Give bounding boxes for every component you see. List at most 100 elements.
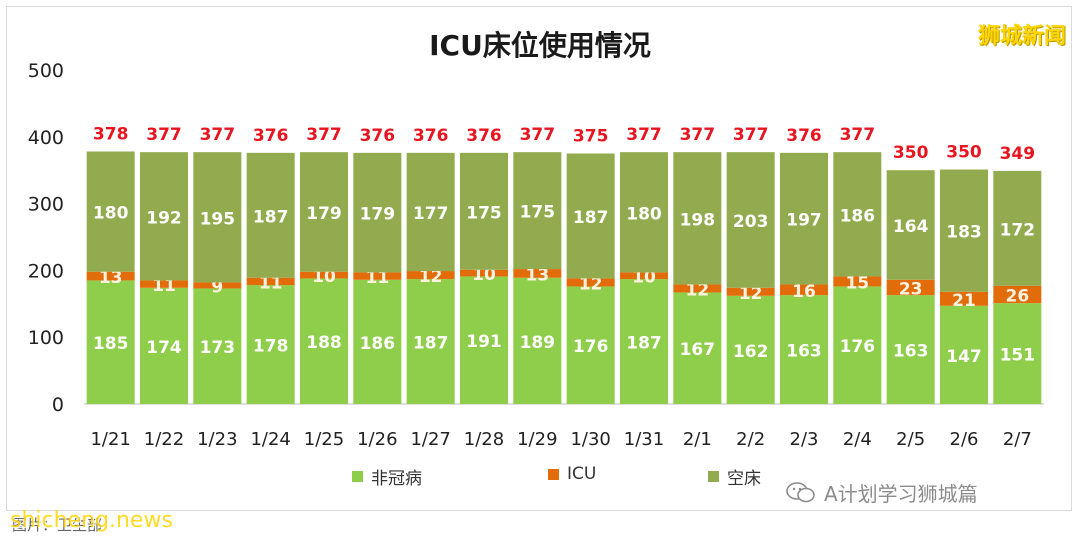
legend-label-icu: ICU	[567, 464, 597, 484]
bar-value-label: 187	[413, 334, 449, 354]
bar-segment	[940, 291, 988, 306]
bar-value-label: 185	[93, 334, 129, 354]
x-tick-label: 1/25	[304, 429, 344, 450]
legend-swatch-empty-bed	[708, 471, 719, 482]
y-tick-label: 400	[28, 127, 64, 149]
bar-segment	[833, 286, 882, 404]
legend-swatch-non-covid	[352, 471, 363, 482]
bar-segment	[673, 292, 722, 404]
bar-value-label: 13	[99, 268, 123, 288]
bar-total-label: 376	[786, 126, 822, 146]
bar-value-label: 176	[840, 337, 876, 357]
bar-segment	[513, 269, 562, 278]
x-tick-label: 2/1	[683, 429, 712, 450]
bar-segment	[833, 276, 882, 287]
bar-segment	[673, 152, 722, 285]
bar-segment	[833, 152, 882, 277]
bar-value-label: 11	[365, 268, 389, 288]
bar-segment	[300, 278, 348, 404]
bar-value-label: 162	[733, 342, 769, 362]
bar-segment	[886, 279, 935, 296]
bar-value-label: 172	[1000, 220, 1036, 240]
y-tick-label: 200	[28, 260, 64, 282]
bar-value-label: 186	[840, 206, 876, 226]
bar-segment	[780, 152, 828, 285]
bar-segment	[193, 152, 242, 283]
bar-total-label: 377	[626, 125, 662, 145]
bar-segment	[246, 152, 295, 278]
bar-value-label: 192	[146, 208, 182, 228]
bar-segment	[406, 271, 455, 280]
x-tick-label: 1/22	[144, 429, 184, 450]
bar-value-label: 179	[306, 204, 342, 224]
x-tick-label: 1/27	[410, 429, 450, 450]
x-tick-label: 1/31	[624, 429, 664, 450]
bar-segment	[993, 170, 1042, 286]
legend-label-non-covid: 非冠病	[371, 469, 422, 489]
site-watermark: shicheng.news	[10, 508, 173, 533]
bar-total-label: 376	[413, 126, 449, 146]
bar-value-label: 176	[573, 337, 609, 357]
bar-value-label: 9	[211, 277, 223, 297]
bar-total-label: 377	[200, 125, 236, 145]
bar-segment	[886, 295, 935, 404]
bar-segment	[460, 152, 508, 270]
bar-segment	[300, 271, 348, 279]
bar-total-label: 377	[520, 125, 556, 145]
y-tick-label: 100	[28, 327, 64, 349]
bar-segment	[566, 286, 615, 404]
bar-segment	[780, 284, 828, 296]
legend-item-icu: ICU	[548, 464, 596, 484]
bar-segment	[620, 272, 668, 280]
bar-total-label: 376	[360, 126, 396, 146]
bar-value-label: 163	[786, 342, 822, 362]
bar-segment	[993, 285, 1042, 304]
bar-total-label: 377	[733, 125, 769, 145]
bar-value-label: 174	[146, 338, 182, 358]
bar-value-label: 187	[626, 334, 662, 354]
source-note: 图片：卫生部	[12, 516, 103, 534]
bar-segment	[513, 152, 562, 270]
bar-value-label: 180	[626, 204, 662, 224]
bar-total-label: 377	[146, 125, 182, 145]
bar-segment	[673, 284, 722, 293]
bar-value-label: 10	[632, 268, 656, 288]
bar-value-label: 151	[1000, 346, 1036, 366]
bar-segment	[193, 288, 242, 404]
bar-value-label: 179	[360, 205, 396, 225]
bar-value-label: 195	[200, 209, 236, 229]
bar-segment	[353, 279, 402, 404]
bar-segment	[140, 280, 188, 288]
bar-segment	[620, 279, 668, 404]
bar-value-label: 12	[739, 284, 763, 304]
bar-segment	[406, 152, 455, 272]
bar-value-label: 12	[579, 274, 603, 294]
bar-total-label: 378	[93, 124, 129, 144]
x-tick-label: 2/5	[896, 429, 925, 450]
bar-segment	[86, 271, 135, 281]
bar-segment	[566, 153, 615, 279]
bar-value-label: 187	[253, 207, 289, 227]
bar-total-label: 377	[840, 125, 876, 145]
bar-segment	[620, 152, 668, 273]
bar-value-label: 12	[419, 267, 443, 287]
bar-value-label: 183	[946, 223, 982, 243]
bar-segment	[460, 269, 508, 277]
x-tick-label: 2/6	[950, 429, 979, 450]
bar-total-label: 376	[466, 126, 502, 146]
wechat-caption: A计划学习狮城篇	[786, 478, 978, 507]
bar-value-label: 23	[899, 279, 923, 299]
chart-legend: 非冠病 ICU 空床	[0, 464, 1080, 489]
y-tick-label: 500	[28, 60, 64, 82]
legend-swatch-icu	[548, 468, 559, 480]
y-tick-label: 300	[28, 194, 64, 216]
bar-total-label: 377	[306, 125, 342, 145]
bar-segment	[460, 276, 508, 404]
bar-value-label: 10	[472, 265, 496, 285]
bar-segment	[780, 295, 828, 404]
bar-total-label: 349	[1000, 144, 1036, 164]
bar-value-label: 189	[520, 333, 556, 353]
x-tick-label: 2/7	[1003, 429, 1032, 450]
x-tick-label: 1/23	[197, 429, 237, 450]
